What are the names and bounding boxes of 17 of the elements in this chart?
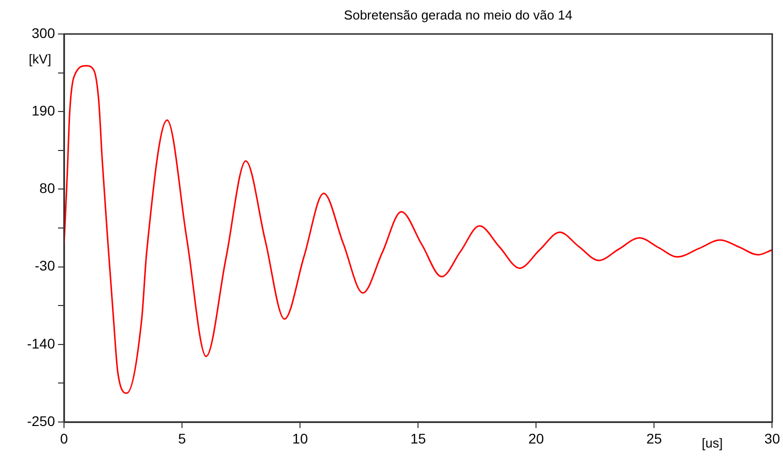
x-tick-label: 15 — [410, 430, 426, 446]
x-tick-label: 20 — [528, 430, 544, 446]
x-tick-label: 25 — [646, 430, 662, 446]
y-tick-label: 300 — [32, 24, 56, 41]
line-series — [64, 64, 772, 394]
x-tick-label: 5 — [178, 430, 186, 446]
x-tick-label: 30 — [764, 430, 780, 446]
x-tick-label: 10 — [292, 430, 308, 446]
y-tick-label: -250 — [26, 412, 56, 429]
y-tick-label: -140 — [26, 335, 56, 352]
x-tick-label: 0 — [60, 430, 68, 446]
chart-title: Sobretensão gerada no meio do vão 14 — [344, 8, 572, 23]
x-axis-title: [us] — [702, 436, 723, 451]
y-axis-title: [kV] — [28, 52, 52, 67]
y-tick-label: 80 — [39, 180, 56, 196]
y-tick-label: -30 — [34, 258, 56, 274]
y-tick-label: 190 — [32, 102, 56, 118]
